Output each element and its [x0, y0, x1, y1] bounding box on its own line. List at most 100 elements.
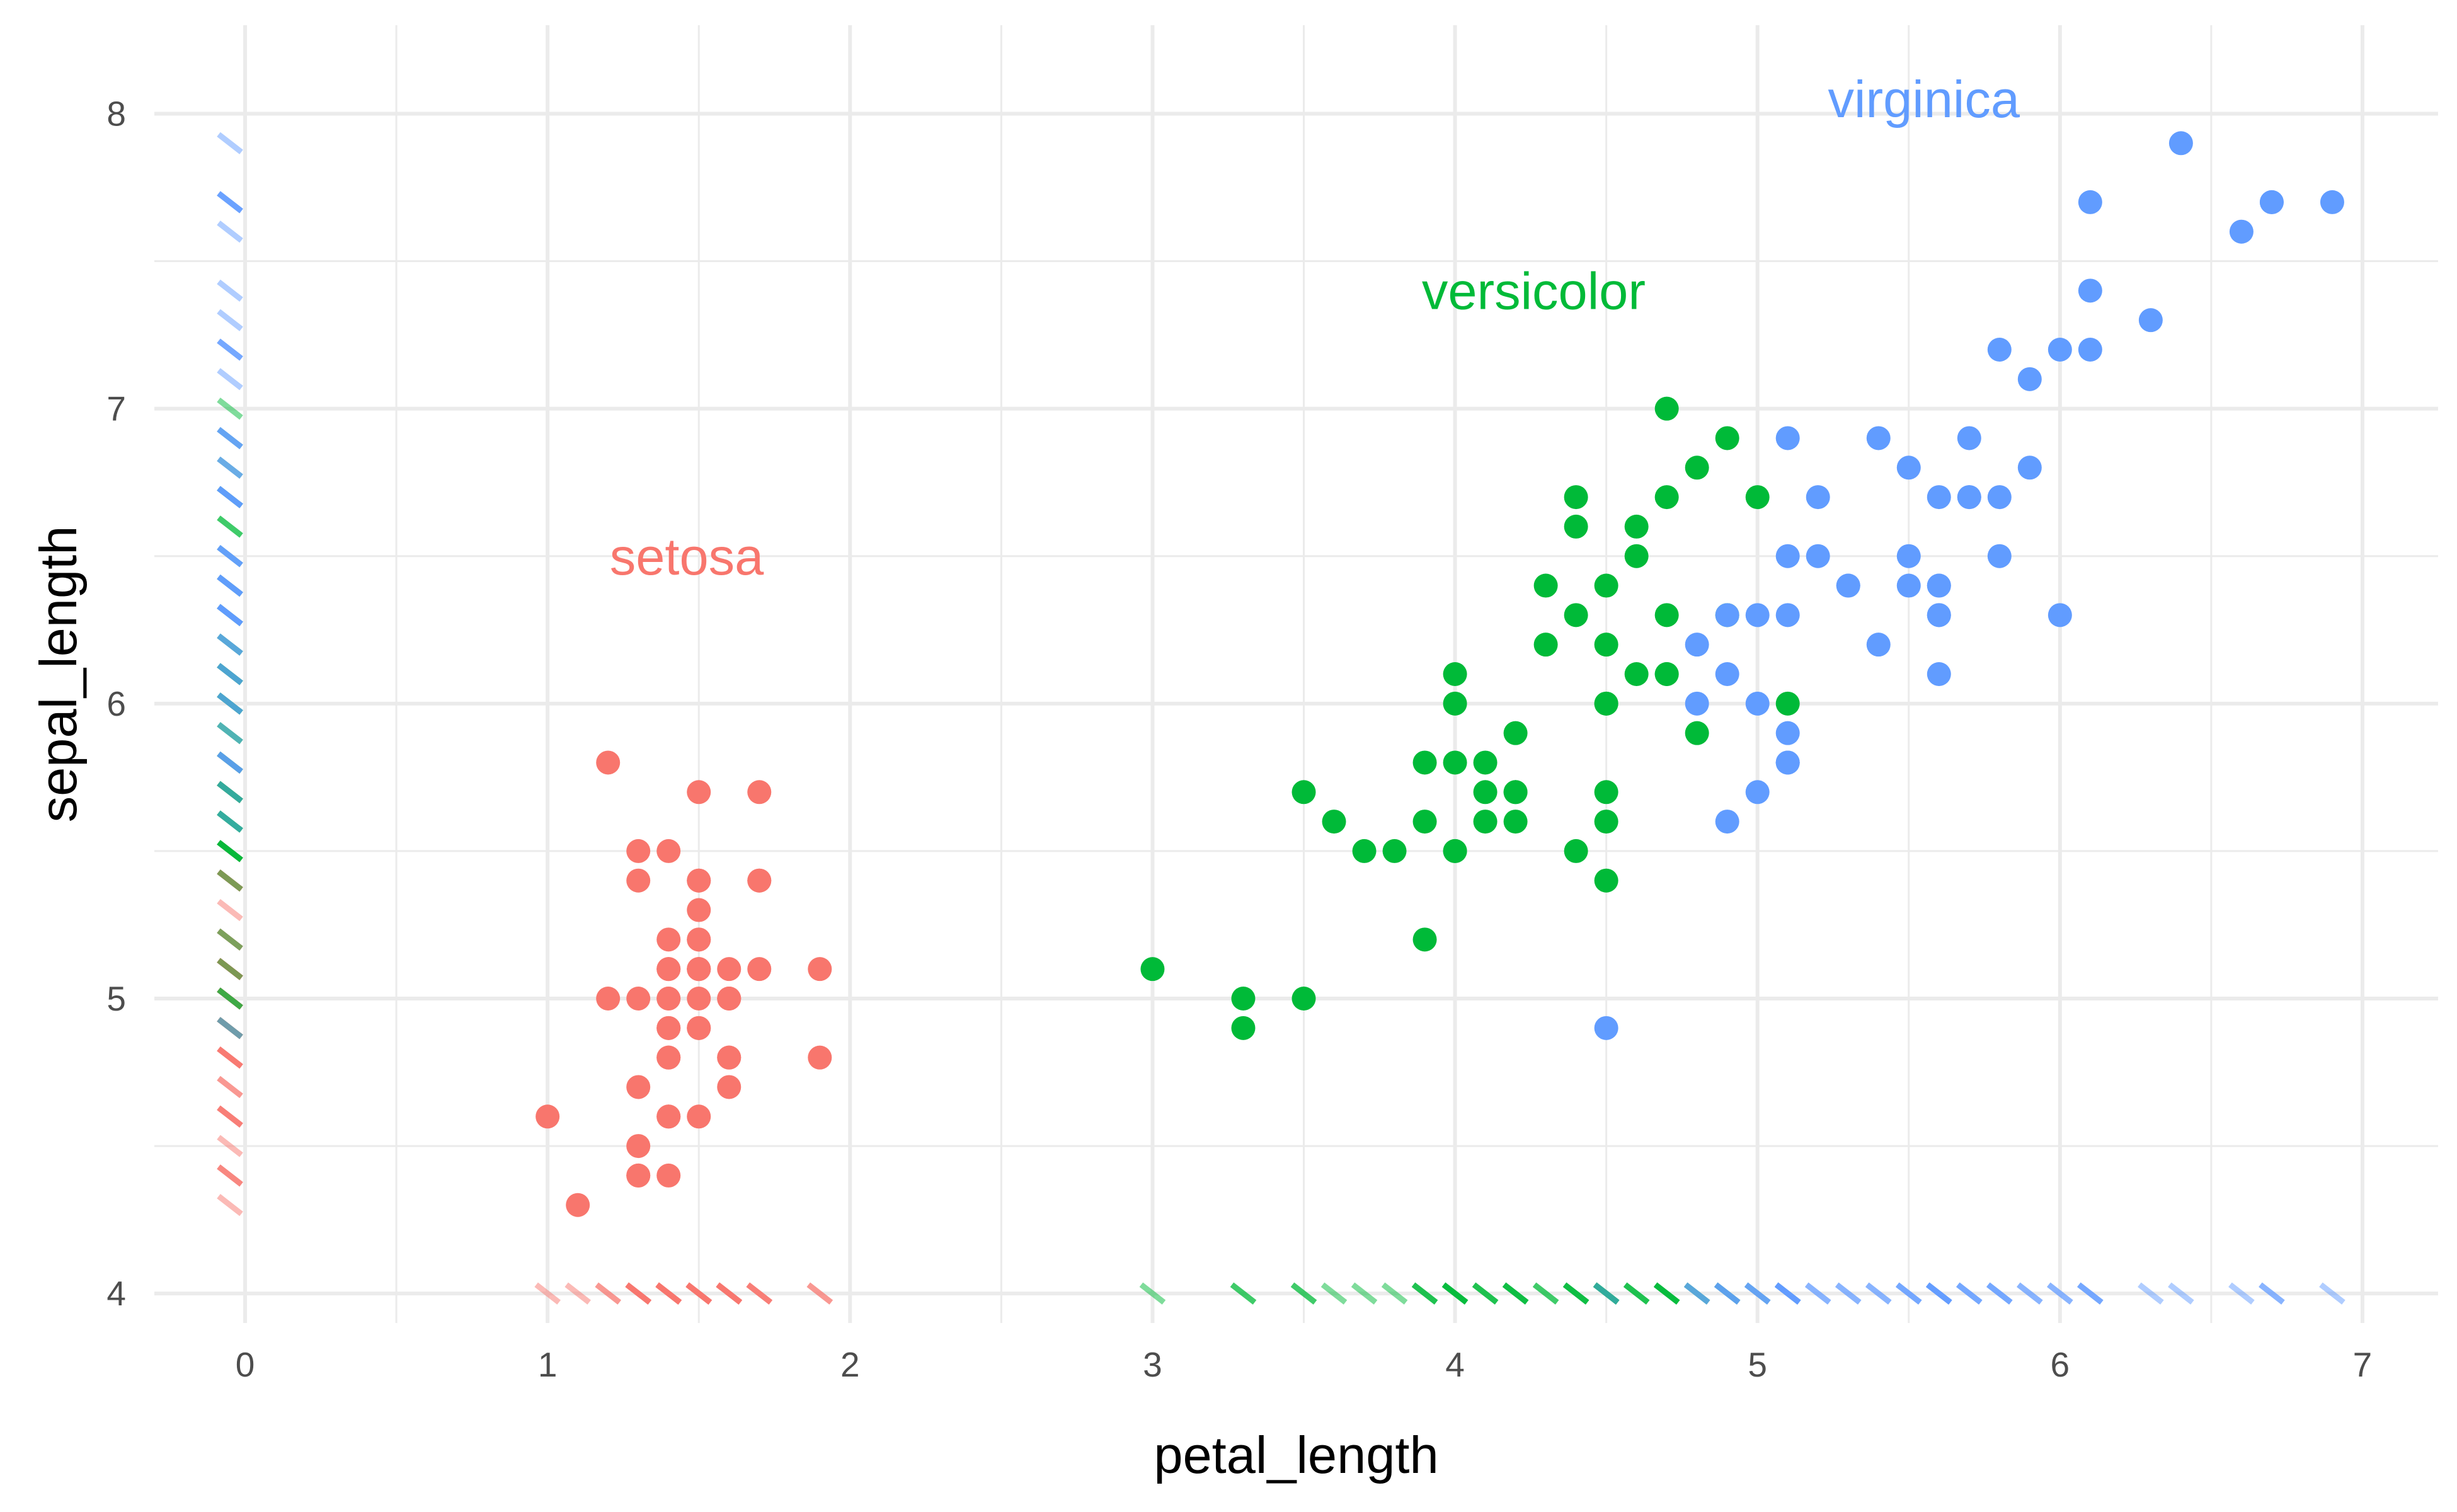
x-rug-mark [1774, 1282, 1801, 1305]
data-point-virginica [1775, 750, 1800, 775]
data-point-versicolor [1412, 927, 1437, 952]
data-point-virginica [1927, 662, 1951, 686]
data-point-setosa [656, 987, 681, 1011]
data-point-versicolor [1412, 750, 1437, 775]
data-point-versicolor [1443, 839, 1467, 863]
data-point-virginica [2078, 278, 2102, 303]
data-point-virginica [1745, 780, 1770, 805]
data-point-setosa [656, 1163, 681, 1188]
data-point-setosa [656, 1016, 681, 1040]
data-point-setosa [717, 1045, 742, 1070]
data-point-setosa [626, 839, 651, 863]
rug-marks [217, 132, 2345, 1305]
y-rug-mark [217, 427, 243, 450]
data-point-versicolor [1564, 603, 1588, 627]
data-point-virginica [1685, 691, 1709, 716]
y-rug-mark [217, 898, 243, 922]
data-point-setosa [626, 1134, 651, 1159]
data-point-virginica [1715, 810, 1739, 834]
x-rug-mark [806, 1282, 833, 1305]
data-point-versicolor [1231, 987, 1256, 1011]
data-points [536, 131, 2344, 1217]
data-point-versicolor [1624, 544, 1649, 568]
y-rug-mark [217, 456, 243, 479]
data-point-virginica [2229, 219, 2254, 244]
data-point-versicolor [1503, 721, 1528, 745]
data-point-virginica [1715, 603, 1739, 627]
x-rug-mark [655, 1282, 682, 1305]
x-rug-mark [534, 1282, 561, 1305]
data-point-virginica [2048, 338, 2072, 362]
data-point-versicolor [1564, 485, 1588, 510]
x-rug-mark [2319, 1282, 2345, 1305]
x-rug-mark [2017, 1282, 2043, 1305]
data-point-virginica [2259, 190, 2284, 214]
x-rug-mark [2259, 1282, 2285, 1305]
major-gridlines [154, 25, 2438, 1323]
y-rug-mark [217, 692, 243, 715]
data-point-virginica [1685, 633, 1709, 657]
y-rug-mark [217, 1046, 243, 1069]
x-rug-mark [2047, 1282, 2073, 1305]
data-point-setosa [687, 987, 711, 1011]
data-point-virginica [1927, 485, 1951, 510]
data-point-versicolor [1775, 691, 1800, 716]
data-point-versicolor [1654, 662, 1679, 686]
data-point-versicolor [1624, 662, 1649, 686]
data-point-virginica [1775, 721, 1800, 745]
x-rug-mark [2168, 1282, 2194, 1305]
x-rug-mark [1381, 1282, 1408, 1305]
data-point-versicolor [1473, 780, 1498, 805]
x-axis-title: petal_length [1154, 1426, 1438, 1484]
x-rug-mark [1623, 1282, 1650, 1305]
data-point-virginica [2017, 455, 2042, 480]
y-rug-mark [217, 604, 243, 626]
data-point-virginica [1927, 603, 1951, 627]
data-point-versicolor [1533, 573, 1558, 598]
data-point-setosa [626, 1075, 651, 1099]
x-rug-mark [1139, 1282, 1166, 1305]
data-point-versicolor [1624, 514, 1649, 539]
data-point-virginica [1836, 573, 1860, 598]
data-point-setosa [747, 780, 772, 805]
data-point-virginica [1987, 485, 2012, 510]
data-point-versicolor [1594, 810, 1618, 834]
data-point-virginica [1745, 691, 1770, 716]
data-point-virginica [1806, 485, 1830, 510]
y-rug-mark [217, 338, 243, 361]
data-point-virginica [2168, 131, 2193, 156]
data-point-versicolor [1473, 810, 1498, 834]
x-rug-mark [1532, 1282, 1559, 1305]
x-tick-label: 0 [236, 1345, 255, 1384]
y-rug-mark [217, 958, 243, 980]
x-rug-mark [1441, 1282, 1469, 1305]
data-point-virginica [1806, 544, 1830, 568]
x-rug-mark [564, 1282, 591, 1305]
data-point-versicolor [1594, 691, 1618, 716]
minor-gridlines [154, 25, 2438, 1323]
x-rug-mark [1290, 1282, 1317, 1305]
y-rug-mark [217, 1017, 243, 1040]
data-point-versicolor [1594, 780, 1618, 805]
x-tick-label: 2 [840, 1345, 860, 1384]
y-rug-mark [217, 220, 243, 243]
x-rug-mark [1653, 1282, 1680, 1305]
data-point-setosa [808, 957, 832, 982]
x-rug-mark [1593, 1282, 1620, 1305]
data-point-versicolor [1443, 750, 1467, 775]
y-rug-mark [217, 1075, 243, 1099]
data-point-versicolor [1564, 839, 1588, 863]
y-rug-mark [217, 545, 243, 568]
y-rug-mark [217, 191, 243, 214]
data-point-setosa [717, 1075, 742, 1099]
data-point-virginica [2078, 338, 2102, 362]
x-rug-mark [1472, 1282, 1499, 1305]
x-axis-tick-labels: 0 1 2 3 4 5 6 7 [236, 1345, 2373, 1384]
y-rug-mark [217, 869, 243, 892]
data-point-versicolor [1292, 780, 1316, 805]
data-point-versicolor [1564, 514, 1588, 539]
x-rug-mark [1411, 1282, 1438, 1305]
data-point-versicolor [1654, 603, 1679, 627]
x-tick-label: 7 [2353, 1345, 2373, 1384]
x-rug-mark [685, 1282, 713, 1305]
